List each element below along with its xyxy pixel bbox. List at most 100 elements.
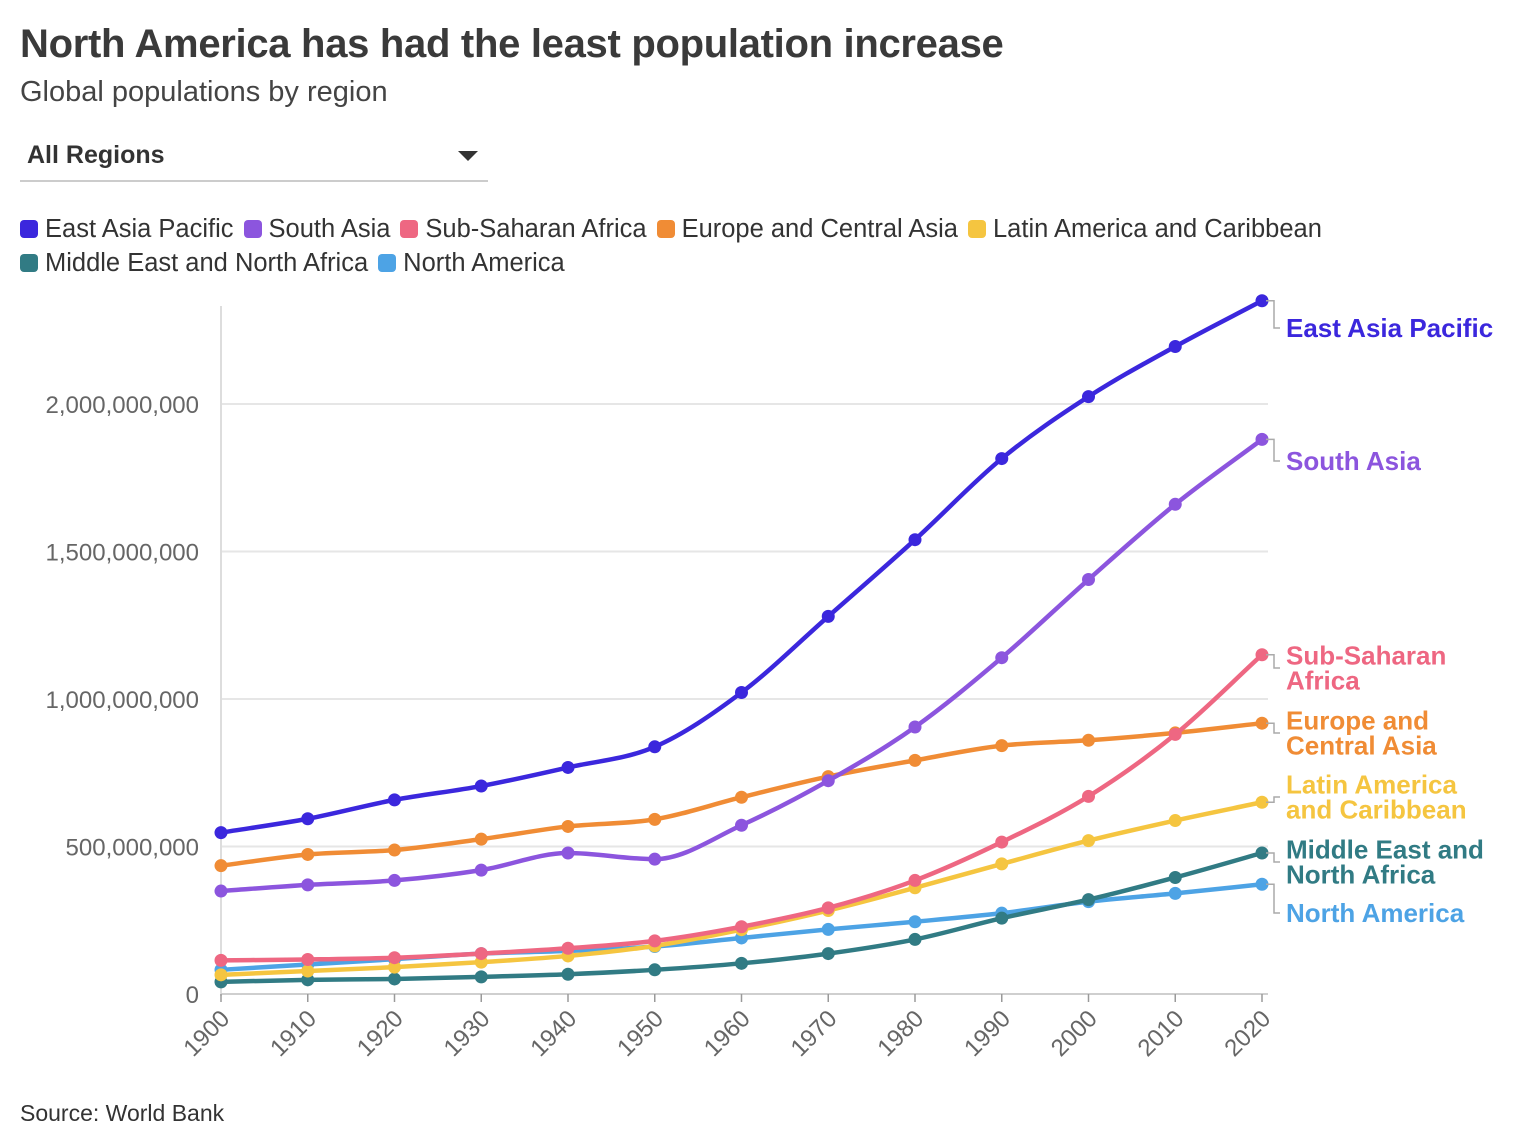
data-point-east-asia-pacific <box>908 533 922 547</box>
legend-label: Europe and Central Asia <box>681 214 958 243</box>
legend-label: South Asia <box>268 214 391 243</box>
label-leader <box>1266 722 1280 734</box>
legend-item-sub-saharan-africa[interactable]: Sub-Saharan Africa <box>400 214 647 244</box>
data-point-sub-saharan-africa <box>821 901 835 915</box>
data-point-latin-america-and-caribbean <box>1082 834 1095 848</box>
data-point-middle-east-and-north-africa <box>995 911 1009 925</box>
data-point-latin-america-and-caribbean <box>1255 795 1269 809</box>
source-note: Source: World Bank <box>20 1100 225 1126</box>
data-point-middle-east-and-north-africa <box>474 970 488 984</box>
end-label-latin-america-and-caribbean: and Caribbean <box>1286 795 1467 825</box>
end-label-middle-east-and-north-africa: North Africa <box>1286 860 1436 890</box>
data-point-europe-and-central-asia <box>301 847 315 861</box>
data-point-east-asia-pacific <box>1168 339 1182 353</box>
data-point-north-america <box>908 915 922 929</box>
x-tick-label: 1940 <box>525 1005 582 1062</box>
data-point-sub-saharan-africa <box>995 835 1009 849</box>
data-point-south-asia <box>561 846 575 860</box>
data-point-north-america <box>1168 886 1182 900</box>
data-point-europe-and-central-asia <box>388 843 401 857</box>
data-point-sub-saharan-africa <box>388 951 401 965</box>
legend-row: Middle East and North Africa North Americ… <box>20 246 1480 280</box>
data-point-east-asia-pacific <box>1255 294 1269 308</box>
x-tick-label: 1950 <box>612 1005 669 1062</box>
data-point-south-asia <box>388 873 401 887</box>
legend-swatch <box>378 254 397 272</box>
legend-item-latin-america-and-caribbean[interactable]: Latin America and Caribbean <box>968 215 1322 244</box>
data-point-europe-and-central-asia <box>735 790 748 804</box>
data-point-middle-east-and-north-africa <box>1255 846 1269 860</box>
data-point-europe-and-central-asia <box>1255 716 1269 730</box>
data-point-east-asia-pacific <box>648 740 662 754</box>
data-point-latin-america-and-caribbean <box>214 968 228 982</box>
data-point-east-asia-pacific <box>1082 390 1095 404</box>
data-point-sub-saharan-africa <box>214 953 228 967</box>
x-tick-label: 1900 <box>178 1005 235 1062</box>
y-tick-label: 1,500,000,000 <box>46 540 199 567</box>
end-label-south-asia: South Asia <box>1286 446 1421 476</box>
legend-label: Sub-Saharan Africa <box>425 214 647 243</box>
data-point-sub-saharan-africa <box>1255 648 1269 662</box>
data-point-europe-and-central-asia <box>908 753 922 767</box>
data-point-east-asia-pacific <box>821 609 835 623</box>
series-line-sub-saharan-africa <box>218 652 1265 963</box>
data-point-latin-america-and-caribbean <box>388 960 401 974</box>
legend-swatch <box>243 220 262 238</box>
x-tick-label: 1960 <box>699 1005 756 1062</box>
data-point-middle-east-and-north-africa <box>648 963 662 977</box>
legend-item-north-america[interactable]: North America <box>378 249 565 278</box>
legend-item-south-asia[interactable]: South Asia <box>243 214 391 244</box>
data-point-south-asia <box>821 774 835 788</box>
legend-swatch <box>656 220 675 238</box>
end-label-latin-america-and-caribbean: Latin America <box>1286 770 1458 800</box>
data-point-latin-america-and-caribbean <box>995 857 1009 871</box>
legend-swatch <box>400 220 419 238</box>
legend-row: East Asia Pacific South Asia Sub-Saharan A… <box>20 212 1480 246</box>
label-leader <box>1266 300 1280 329</box>
data-point-south-asia <box>214 884 228 898</box>
end-label-europe-and-central-asia: Central Asia <box>1286 731 1437 761</box>
legend-label: Middle East and North Africa <box>45 248 369 277</box>
label-leader <box>1266 654 1280 669</box>
data-point-south-asia <box>648 852 662 866</box>
x-tick-label: 1920 <box>352 1005 409 1062</box>
caret-down-icon <box>458 151 478 161</box>
data-point-south-asia <box>474 863 488 877</box>
legend-item-middle-east-and-north-africa[interactable]: Middle East and North Africa <box>20 249 368 278</box>
end-label-east-asia-pacific: East Asia Pacific <box>1286 313 1493 343</box>
end-label-europe-and-central-asia: Europe and <box>1286 706 1429 736</box>
x-tick-label: 1990 <box>959 1005 1016 1062</box>
data-point-sub-saharan-africa <box>908 873 922 887</box>
data-point-sub-saharan-africa <box>1082 789 1095 803</box>
data-point-europe-and-central-asia <box>1082 733 1095 747</box>
label-leader <box>1266 796 1280 803</box>
data-point-middle-east-and-north-africa <box>1168 870 1182 884</box>
data-point-sub-saharan-africa <box>1168 727 1182 741</box>
legend-item-east-asia-pacific[interactable]: East Asia Pacific <box>20 215 234 244</box>
legend-swatch <box>20 220 38 238</box>
data-point-middle-east-and-north-africa <box>908 932 922 946</box>
legend: East Asia Pacific South Asia Sub-Saharan A… <box>20 212 1480 280</box>
legend-label: Latin America and Caribbean <box>993 214 1322 243</box>
data-point-sub-saharan-africa <box>735 920 748 934</box>
region-dropdown-value: All Regions <box>27 141 165 169</box>
x-tick-label: 1970 <box>786 1005 843 1062</box>
end-label-sub-saharan-africa: Sub-Saharan <box>1286 641 1446 671</box>
data-point-middle-east-and-north-africa <box>561 967 575 981</box>
data-point-north-america <box>821 922 835 936</box>
data-point-sub-saharan-africa <box>648 934 662 948</box>
data-point-east-asia-pacific <box>995 452 1009 466</box>
end-label-sub-saharan-africa: Africa <box>1286 666 1360 696</box>
y-tick-label: 500,000,000 <box>66 835 199 862</box>
end-label-north-america: North America <box>1286 898 1465 928</box>
legend-item-europe-and-central-asia[interactable]: Europe and Central Asia <box>656 214 958 244</box>
data-point-middle-east-and-north-africa <box>388 972 401 986</box>
data-point-sub-saharan-africa <box>561 941 575 955</box>
data-point-south-asia <box>1255 432 1269 446</box>
data-point-europe-and-central-asia <box>648 812 662 826</box>
data-point-south-asia <box>908 720 922 734</box>
label-leader <box>1266 438 1280 462</box>
data-point-east-asia-pacific <box>561 760 575 774</box>
region-dropdown[interactable]: All Regions <box>20 134 488 182</box>
data-point-south-asia <box>735 818 748 832</box>
